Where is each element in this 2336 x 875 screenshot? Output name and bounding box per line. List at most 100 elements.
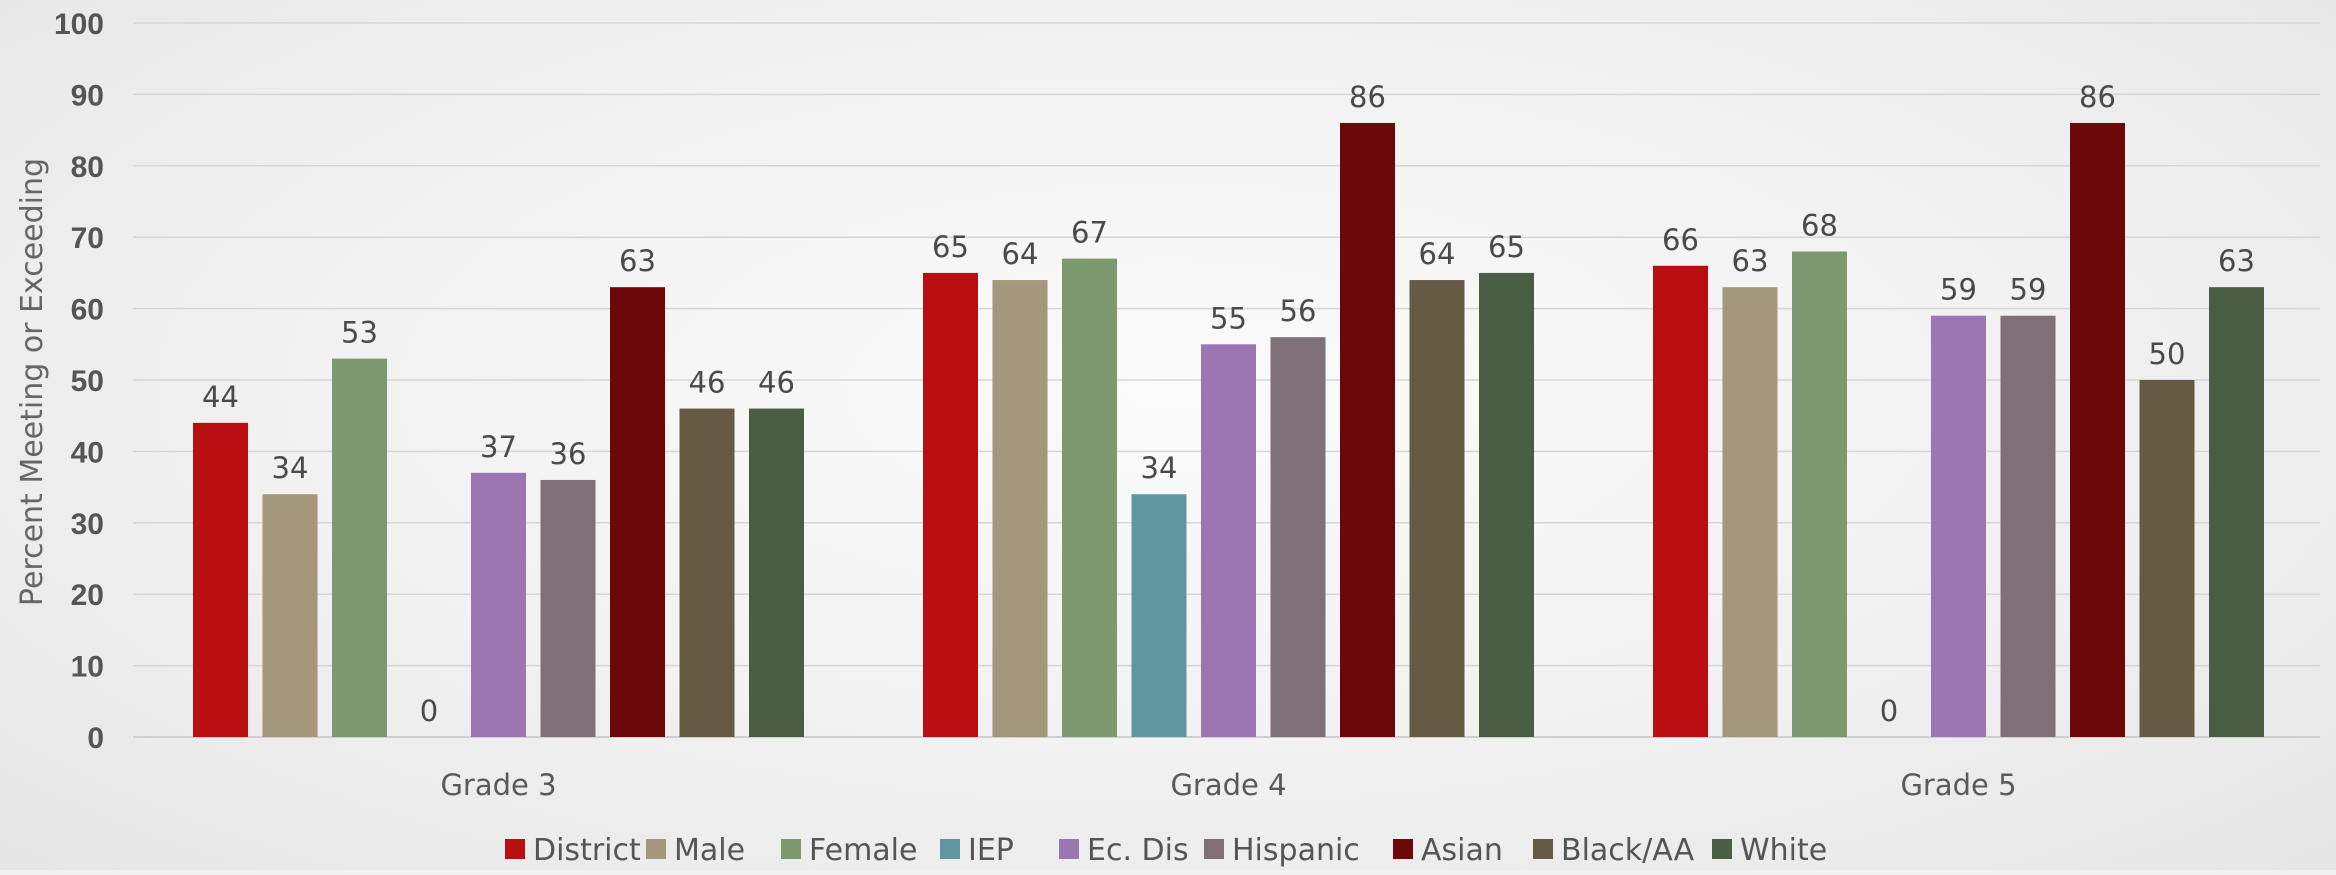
legend-swatch <box>646 839 666 859</box>
data-label: 56 <box>1280 294 1317 328</box>
data-label: 34 <box>1141 451 1178 485</box>
data-label: 0 <box>420 694 438 728</box>
x-tick-label: Grade 4 <box>1170 768 1286 802</box>
legend-swatch <box>781 839 801 859</box>
bar-district-grade-3 <box>193 422 248 737</box>
y-tick-label: 70 <box>71 222 104 255</box>
bar-hispanic-grade-5 <box>2000 315 2056 737</box>
x-axis-ticks: Grade 3 Grade 4 Grade 5 <box>440 768 2016 802</box>
data-label: 86 <box>2079 80 2116 114</box>
bar-black-aa-grade-5 <box>2139 380 2195 737</box>
legend-item-black-aa: Black/AA <box>1533 833 1695 868</box>
legend-item-ec-dis: Ec. Dis <box>1059 833 1189 868</box>
data-labels: 44 34 53 0 37 36 63 46 46 65 64 67 34 55 56 86 64 65 66 63 6… <box>202 80 2255 728</box>
legend-label: Hispanic <box>1232 833 1360 868</box>
legend-swatch <box>1204 839 1224 859</box>
y-tick-label: 0 <box>87 722 104 755</box>
data-label: 64 <box>1002 237 1039 271</box>
legend-label: District <box>533 833 641 868</box>
bar-district-grade-4 <box>923 272 978 737</box>
y-tick-label: 80 <box>71 151 104 184</box>
y-tick-label: 60 <box>71 294 104 327</box>
legend: District Male Female IEP Ec. Dis Hispanic Asia… <box>505 833 1827 868</box>
legend-item-male: Male <box>646 833 745 868</box>
bar-female-grade-4 <box>1062 258 1117 737</box>
bar-white-grade-3 <box>749 408 804 737</box>
legend-item-district: District <box>505 833 641 868</box>
data-label: 86 <box>1349 80 1386 114</box>
legend-swatch <box>940 839 960 859</box>
data-label: 66 <box>1662 223 1699 257</box>
y-tick-label: 10 <box>71 651 104 684</box>
data-label: 37 <box>480 430 517 464</box>
legend-label: Male <box>674 833 745 868</box>
data-label: 63 <box>1732 244 1769 278</box>
bar-ec-dis-grade-3 <box>471 472 526 737</box>
data-label: 65 <box>1488 230 1525 264</box>
data-label: 67 <box>1071 216 1108 250</box>
legend-label: Female <box>809 833 917 868</box>
y-axis-label: Percent Meeting or Exceeding <box>15 158 50 606</box>
data-label: 55 <box>1210 301 1247 335</box>
legend-item-female: Female <box>781 833 917 868</box>
data-label: 65 <box>932 230 969 264</box>
data-label: 64 <box>1419 237 1456 271</box>
data-label: 50 <box>2149 337 2186 371</box>
y-tick-label: 30 <box>71 508 104 541</box>
data-label: 36 <box>550 437 587 471</box>
bar-male-grade-3 <box>262 494 318 737</box>
bar-female-grade-3 <box>332 358 387 737</box>
bar-hispanic-grade-4 <box>1270 337 1326 737</box>
bar-asian-grade-5 <box>2070 122 2125 737</box>
y-tick-label: 40 <box>71 436 104 469</box>
bar-white-grade-5 <box>2209 287 2264 737</box>
bar-asian-grade-4 <box>1340 122 1395 737</box>
bar-white-grade-4 <box>1479 272 1534 737</box>
data-label: 63 <box>2218 244 2255 278</box>
data-label: 68 <box>1801 208 1838 242</box>
legend-label: IEP <box>968 833 1014 868</box>
bar-iep-grade-4 <box>1131 494 1187 737</box>
legend-label: Ec. Dis <box>1087 833 1189 868</box>
data-label: 46 <box>689 366 726 400</box>
legend-label: Black/AA <box>1561 833 1695 868</box>
bars <box>193 122 2264 738</box>
data-label: 46 <box>758 366 795 400</box>
y-tick-label: 90 <box>71 79 104 112</box>
bar-male-grade-4 <box>992 280 1048 737</box>
bar-black-aa-grade-3 <box>679 408 735 737</box>
data-label: 34 <box>272 451 309 485</box>
legend-swatch <box>1712 839 1732 859</box>
x-tick-label: Grade 3 <box>440 768 556 802</box>
bar-hispanic-grade-3 <box>540 479 596 737</box>
legend-item-asian: Asian <box>1393 833 1503 868</box>
legend-item-white: White <box>1712 833 1827 868</box>
data-label: 59 <box>2010 273 2047 307</box>
bar-ec-dis-grade-5 <box>1931 315 1986 737</box>
bar-ec-dis-grade-4 <box>1201 344 1256 737</box>
bar-black-aa-grade-4 <box>1409 280 1465 737</box>
legend-swatch <box>505 839 525 859</box>
bar-female-grade-5 <box>1792 251 1847 738</box>
x-tick-label: Grade 5 <box>1900 768 2016 802</box>
bar-male-grade-5 <box>1722 287 1778 737</box>
bar-asian-grade-3 <box>610 287 665 737</box>
legend-swatch <box>1059 839 1079 859</box>
y-axis-ticks: 0 10 20 30 40 50 60 70 80 90 100 <box>54 8 104 755</box>
legend-swatch <box>1533 839 1553 859</box>
legend-swatch <box>1393 839 1413 859</box>
legend-item-iep: IEP <box>940 833 1014 868</box>
y-tick-label: 20 <box>71 579 104 612</box>
y-tick-label: 100 <box>54 8 104 41</box>
data-label: 63 <box>619 244 656 278</box>
legend-item-hispanic: Hispanic <box>1204 833 1360 868</box>
bar-district-grade-5 <box>1653 265 1708 737</box>
data-label: 0 <box>1880 694 1898 728</box>
data-label: 59 <box>1940 273 1977 307</box>
legend-label: Asian <box>1421 833 1503 868</box>
y-tick-label: 50 <box>71 365 104 398</box>
data-label: 53 <box>341 316 378 350</box>
legend-label: White <box>1740 833 1827 868</box>
